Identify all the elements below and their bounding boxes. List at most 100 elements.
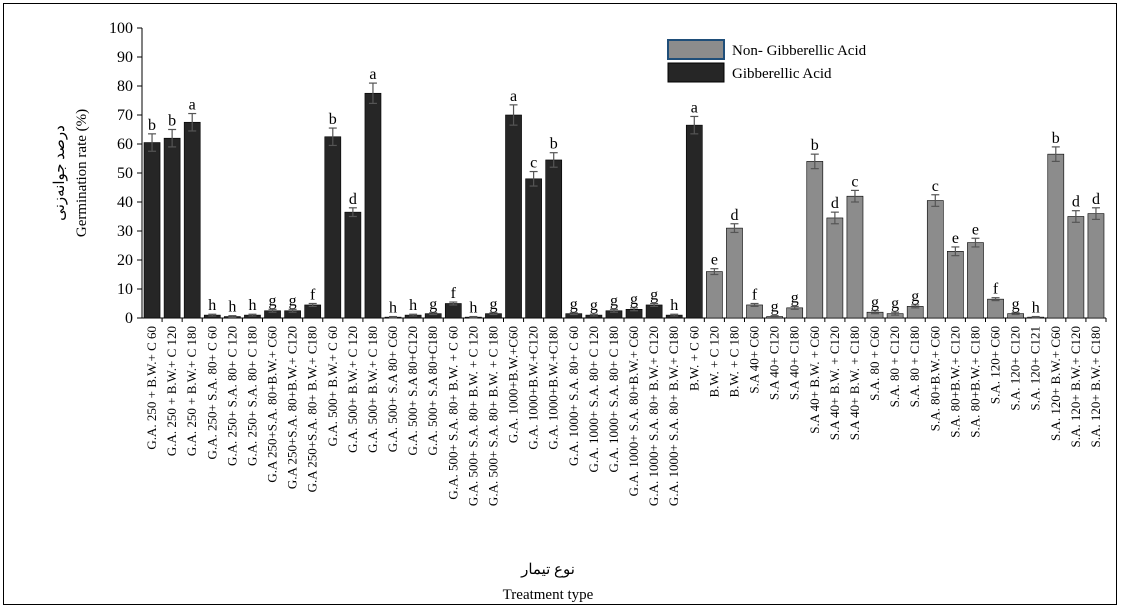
x-tick-label: G.A. 1000+ S.A. 80+ C 60: [566, 326, 581, 466]
y-tick-label: 10: [117, 281, 133, 298]
x-tick-label: S.A. 120+ B.W.+ C120: [1068, 326, 1083, 447]
x-tick-label: S.A. 80 + C120: [887, 326, 902, 407]
significance-label: g: [489, 296, 497, 313]
significance-label: g: [630, 291, 638, 308]
x-tick-label: G.A 250+S.A. 80+ B.W.+ C180: [305, 326, 320, 492]
figure-frame: [3, 3, 1117, 605]
x-tick-label: B.W. + C 120: [706, 326, 721, 398]
bar: [826, 217, 844, 319]
significance-label: b: [1052, 130, 1060, 147]
y-tick-label: 50: [117, 165, 133, 182]
y-tick-label: 70: [117, 107, 133, 124]
bar: [545, 159, 563, 319]
x-tick-label: S.A. 80+B.W.+ C180: [967, 326, 982, 438]
significance-label: h: [228, 299, 236, 316]
x-tick-label: S.A 40+ B.W. + C180: [847, 326, 862, 440]
significance-label: g: [1012, 296, 1020, 313]
x-tick-label: G.A. 1000+ S.A. 80+B.W.+ C60: [626, 326, 641, 496]
significance-label: d: [349, 191, 357, 208]
x-tick-label: G.A. 250+ S.A. 80+ C 120: [224, 326, 239, 466]
x-tick-label: S.A. 80 + C180: [907, 326, 922, 407]
bar: [806, 161, 824, 319]
significance-label: h: [389, 300, 397, 317]
legend-swatch: [667, 62, 725, 83]
significance-label: f: [310, 287, 316, 304]
y-tick-label: 80: [117, 78, 133, 95]
bar: [344, 211, 362, 319]
x-tick-label: S.A. 120+ B.W.+ C180: [1088, 326, 1103, 447]
significance-label: b: [550, 136, 558, 153]
x-tick-label: G.A. 500+ B.W.+ C 180: [365, 326, 380, 453]
bar: [143, 142, 161, 319]
x-tick-label: G.A 250+S.A. 80+B.W.+ C60: [265, 326, 280, 483]
significance-label: h: [208, 297, 216, 314]
bar: [926, 200, 944, 319]
significance-label: g: [911, 288, 919, 305]
bar: [364, 92, 382, 319]
x-tick-label: G.A. 500+ S.A 80+C180: [425, 326, 440, 456]
significance-label: g: [871, 294, 879, 311]
x-tick-label: G.A 250+S.A. 80+B.W.+ C120: [285, 326, 300, 489]
x-tick-label: G.A. 250+ S.A. 80+ C 60: [204, 326, 219, 459]
x-tick-label: S.A 40+ B.W. + C60: [807, 326, 822, 434]
x-tick-label: G.A. 500+ S.A. 80+ B.W. + C 60: [445, 326, 460, 500]
significance-label: b: [811, 137, 819, 154]
x-tick-label: S.A. 120+ C60: [988, 326, 1003, 404]
x-tick-label: S.A. 120+ B.W.+ C60: [1048, 326, 1063, 441]
bar: [1047, 153, 1065, 319]
bar: [1067, 216, 1085, 319]
bar: [163, 137, 181, 319]
x-axis-title-secondary: نوع تیمار: [520, 562, 575, 578]
x-tick-label: G.A. 1000+B.W.+C120: [526, 326, 541, 450]
significance-label: a: [691, 99, 698, 116]
significance-label: g: [650, 287, 658, 304]
y-axis-title-secondary: درصد جوانه‌زنی: [52, 125, 68, 221]
significance-label: f: [993, 281, 999, 298]
significance-label: a: [189, 97, 196, 114]
significance-label: c: [932, 178, 939, 195]
x-tick-label: G.A. 1000+ S.A. 80+ B.W.+ C180: [666, 326, 681, 506]
x-tick-label: G.A. 1000+ S.A. 80+ C 120: [586, 326, 601, 472]
x-tick-label: G.A. 1000+ S.A. 80+ C 180: [606, 326, 621, 472]
significance-label: d: [730, 207, 738, 224]
x-axis-title: Treatment type: [503, 587, 594, 603]
y-tick-label: 0: [125, 310, 133, 327]
significance-label: h: [248, 297, 256, 314]
bar: [444, 303, 462, 319]
x-tick-label: G.A. 1000+B.W.+C60: [506, 326, 521, 443]
significance-label: d: [1092, 191, 1100, 208]
x-tick-label: G.A. 500+ B.W.+ C 60: [325, 326, 340, 446]
significance-label: b: [148, 117, 156, 134]
significance-label: b: [329, 111, 337, 128]
bar: [846, 195, 864, 319]
x-tick-label: G.A. 250 + B.W.+ C 60: [144, 326, 159, 450]
y-tick-label: 40: [117, 194, 133, 211]
bar: [706, 271, 723, 319]
x-tick-label: G.A. 500+ S.A 80+C120: [405, 326, 420, 456]
x-tick-label: S.A. 80 + C60: [867, 326, 882, 401]
significance-label: e: [952, 230, 959, 247]
significance-label: h: [670, 297, 678, 314]
bar: [987, 298, 1004, 319]
x-tick-label: G.A. 500+ B.W.+ C 120: [345, 326, 360, 453]
significance-label: d: [1072, 194, 1080, 211]
significance-label: e: [711, 252, 718, 269]
legend-label: Gibberellic Acid: [732, 66, 832, 82]
x-tick-label: S.A. 120+ C120: [1008, 326, 1023, 411]
significance-label: g: [269, 292, 277, 309]
y-tick-label: 30: [117, 223, 133, 240]
bar: [967, 242, 984, 319]
bar: [324, 136, 342, 319]
significance-label: h: [469, 300, 477, 317]
y-tick-label: 100: [109, 20, 133, 37]
y-axis-title: Germination rate (%): [74, 109, 90, 237]
x-tick-label: G.A. 250 + B.W.+ C 180: [184, 326, 199, 456]
x-tick-label: G.A. 500+ S.A. 80+ B.W. + C 120: [465, 326, 480, 506]
legend-label: Non- Gibberellic Acid: [732, 43, 867, 59]
significance-label: c: [530, 155, 537, 172]
bar: [505, 114, 522, 319]
significance-label: g: [570, 296, 578, 313]
x-tick-label: S.A. 120+ C121: [1028, 326, 1043, 411]
x-tick-label: S.A. 80+B.W.+ C120: [947, 326, 962, 438]
